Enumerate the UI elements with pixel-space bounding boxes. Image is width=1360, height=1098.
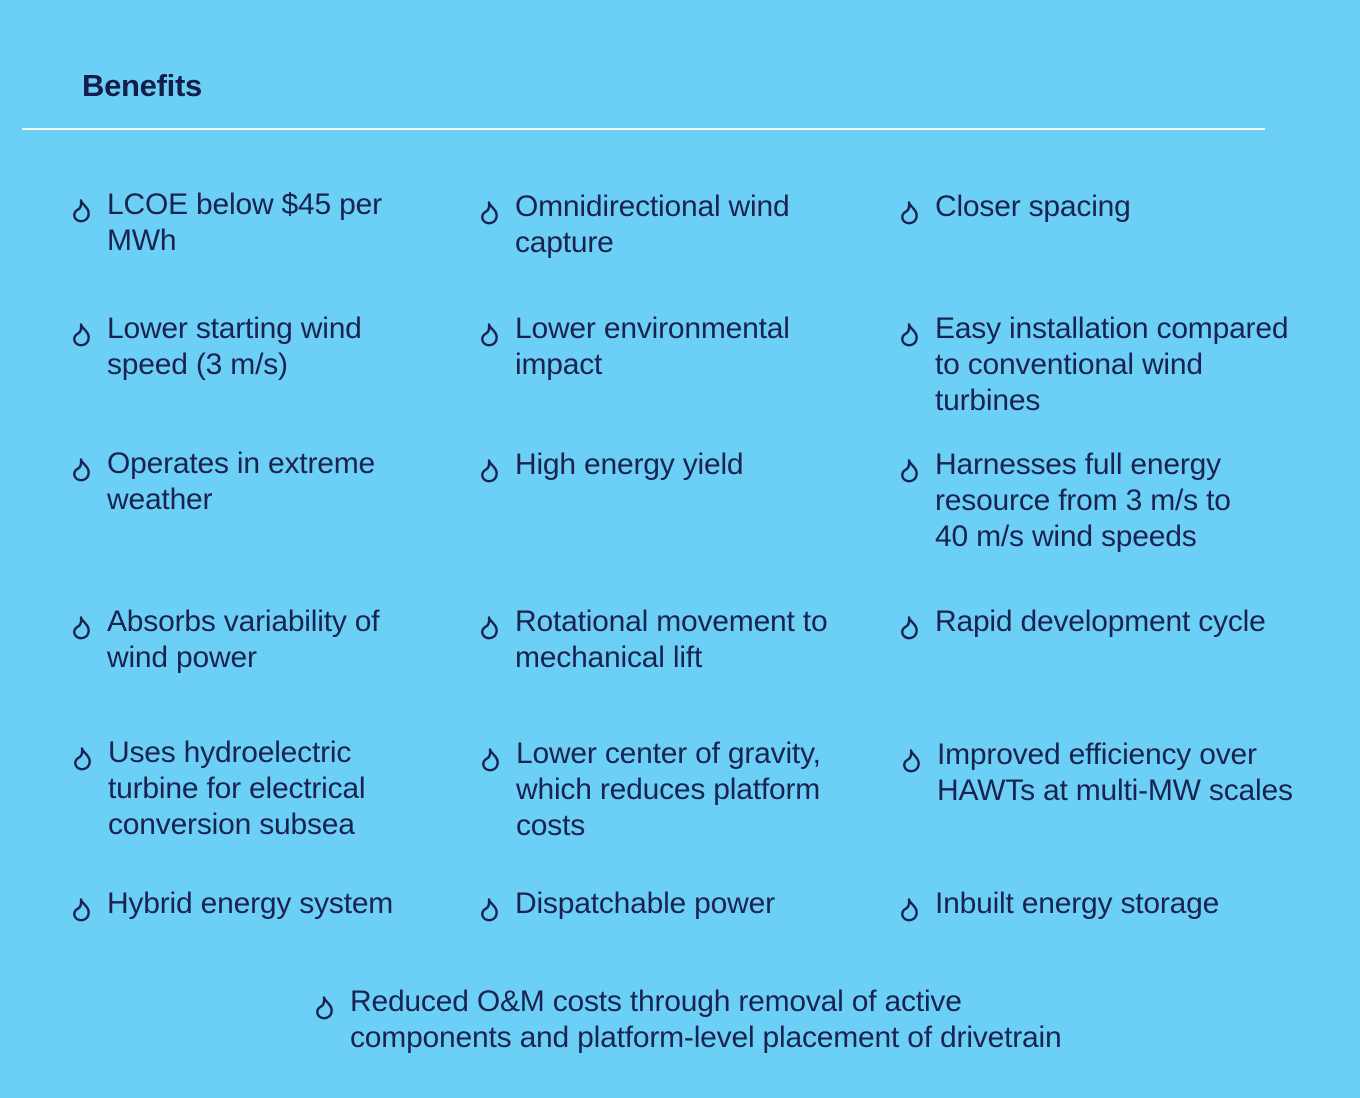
- benefit-item: Improved efficiency over HAWTs at multi-M…: [902, 737, 1293, 809]
- benefit-text: Absorbs variability of wind power: [72, 604, 380, 676]
- droplet-icon: [480, 456, 500, 483]
- benefit-item: Lower starting wind speed (3 m/s): [72, 311, 362, 383]
- benefit-item: Reduced O&M costs through removal of act…: [315, 984, 1062, 1056]
- benefit-text-line: Closer spacing: [935, 190, 1131, 223]
- benefit-text: Rapid development cycle: [900, 604, 1266, 640]
- benefit-text-line: Hybrid energy system: [107, 887, 394, 920]
- benefit-text-line: LCOE below $45 per: [107, 188, 382, 221]
- header-divider: [22, 128, 1265, 130]
- benefit-text-line: turbines: [935, 384, 1041, 417]
- benefit-item: Rotational movement to mechanical lift: [480, 604, 828, 676]
- droplet-icon: [480, 320, 500, 347]
- benefit-item: Hybrid energy system: [72, 886, 393, 922]
- benefit-text-line: MWh: [107, 224, 177, 257]
- benefit-text-line: 40 m/s wind speeds: [935, 520, 1197, 553]
- benefit-text: Inbuilt energy storage: [900, 886, 1219, 922]
- benefit-text: Rotational movement to mechanical lift: [480, 604, 828, 676]
- benefit-text-line: costs: [516, 809, 586, 842]
- droplet-icon: [72, 613, 92, 640]
- benefit-text-line: capture: [515, 226, 614, 259]
- benefit-text: Closer spacing: [900, 189, 1131, 225]
- benefit-text-line: components and platform-level placement …: [350, 1021, 1062, 1054]
- benefit-item: Inbuilt energy storage: [900, 886, 1219, 922]
- benefit-item: Uses hydroelectric turbine for electrical…: [73, 735, 366, 843]
- benefit-item: Lower environmental impact: [480, 311, 790, 383]
- benefit-text-line: Uses hydroelectric: [108, 736, 352, 769]
- droplet-icon: [900, 613, 920, 640]
- benefit-text-line: impact: [515, 348, 603, 381]
- benefit-text-line: Lower environmental: [515, 312, 790, 345]
- droplet-icon: [900, 320, 920, 347]
- droplet-icon: [315, 993, 335, 1020]
- benefit-text: Harnesses full energy resource from 3 m/s…: [900, 447, 1231, 555]
- benefit-text-line: Rapid development cycle: [935, 605, 1266, 638]
- benefit-text-line: mechanical lift: [515, 641, 703, 674]
- benefit-item: Closer spacing: [900, 189, 1131, 225]
- benefit-text: Reduced O&M costs through removal of act…: [315, 984, 1062, 1056]
- benefit-text: Lower starting wind speed (3 m/s): [72, 311, 362, 383]
- benefit-text: High energy yield: [480, 447, 744, 483]
- benefit-item: Dispatchable power: [480, 886, 775, 922]
- droplet-icon: [72, 895, 92, 922]
- benefit-text: Lower center of gravity, which reduces pl…: [481, 736, 821, 844]
- benefit-text-line: Lower starting wind: [107, 312, 362, 345]
- benefit-text: Operates in extreme weather: [72, 446, 375, 518]
- benefit-text-line: Easy installation compared: [935, 312, 1289, 345]
- benefit-text: Easy installation compared to conventiona…: [900, 311, 1289, 419]
- benefit-text-line: Improved efficiency over: [937, 738, 1257, 771]
- benefit-item: High energy yield: [480, 447, 744, 483]
- benefit-text-line: which reduces platform: [516, 773, 821, 806]
- benefit-text-line: Dispatchable power: [515, 887, 775, 920]
- benefit-text: Improved efficiency over HAWTs at multi-M…: [902, 737, 1293, 809]
- benefit-text-line: Lower center of gravity,: [516, 737, 821, 770]
- droplet-icon: [480, 613, 500, 640]
- droplet-icon: [72, 196, 92, 223]
- benefit-item: Lower center of gravity, which reduces pl…: [481, 736, 821, 844]
- benefit-text: Omnidirectional wind capture: [480, 189, 790, 261]
- benefit-text-line: HAWTs at multi-MW scales: [937, 774, 1293, 807]
- droplet-icon: [902, 746, 922, 773]
- benefit-text-line: weather: [107, 483, 213, 516]
- benefit-text-line: Operates in extreme: [107, 447, 375, 480]
- benefit-item: Operates in extreme weather: [72, 446, 375, 518]
- droplet-icon: [900, 456, 920, 483]
- droplet-icon: [480, 198, 500, 225]
- benefit-text-line: High energy yield: [515, 448, 744, 481]
- benefit-text: Lower environmental impact: [480, 311, 790, 383]
- benefit-text: LCOE below $45 per MWh: [72, 187, 382, 259]
- benefit-item: Easy installation compared to conventiona…: [900, 311, 1289, 419]
- droplet-icon: [900, 198, 920, 225]
- benefit-text: Dispatchable power: [480, 886, 775, 922]
- benefit-text-line: speed (3 m/s): [107, 348, 288, 381]
- droplet-icon: [900, 895, 920, 922]
- benefit-text-line: Inbuilt energy storage: [935, 887, 1220, 920]
- benefit-item: Absorbs variability of wind power: [72, 604, 380, 676]
- benefit-item: LCOE below $45 per MWh: [72, 187, 382, 259]
- droplet-icon: [480, 895, 500, 922]
- benefit-text-line: Harnesses full energy: [935, 448, 1221, 481]
- benefit-text-line: turbine for electrical: [108, 772, 366, 805]
- benefit-item: Rapid development cycle: [900, 604, 1266, 640]
- benefit-item: Omnidirectional wind capture: [480, 189, 790, 261]
- page-title: Benefits: [82, 68, 202, 103]
- droplet-icon: [72, 320, 92, 347]
- benefit-item: Harnesses full energy resource from 3 m/s…: [900, 447, 1231, 555]
- benefit-text-line: conversion subsea: [108, 808, 355, 841]
- benefit-text-line: Omnidirectional wind: [515, 190, 790, 223]
- benefit-text-line: Rotational movement to: [515, 605, 828, 638]
- benefit-text-line: to conventional wind: [935, 348, 1203, 381]
- benefit-text-line: resource from 3 m/s to: [935, 484, 1231, 517]
- droplet-icon: [73, 744, 93, 771]
- droplet-icon: [72, 455, 92, 482]
- benefit-text-line: Reduced O&M costs through removal of act…: [350, 985, 962, 1018]
- benefit-text: Hybrid energy system: [72, 886, 393, 922]
- benefit-text-line: Absorbs variability of: [107, 605, 380, 638]
- droplet-icon: [481, 745, 501, 772]
- benefit-text-line: wind power: [107, 641, 257, 674]
- benefit-text: Uses hydroelectric turbine for electrical…: [73, 735, 366, 843]
